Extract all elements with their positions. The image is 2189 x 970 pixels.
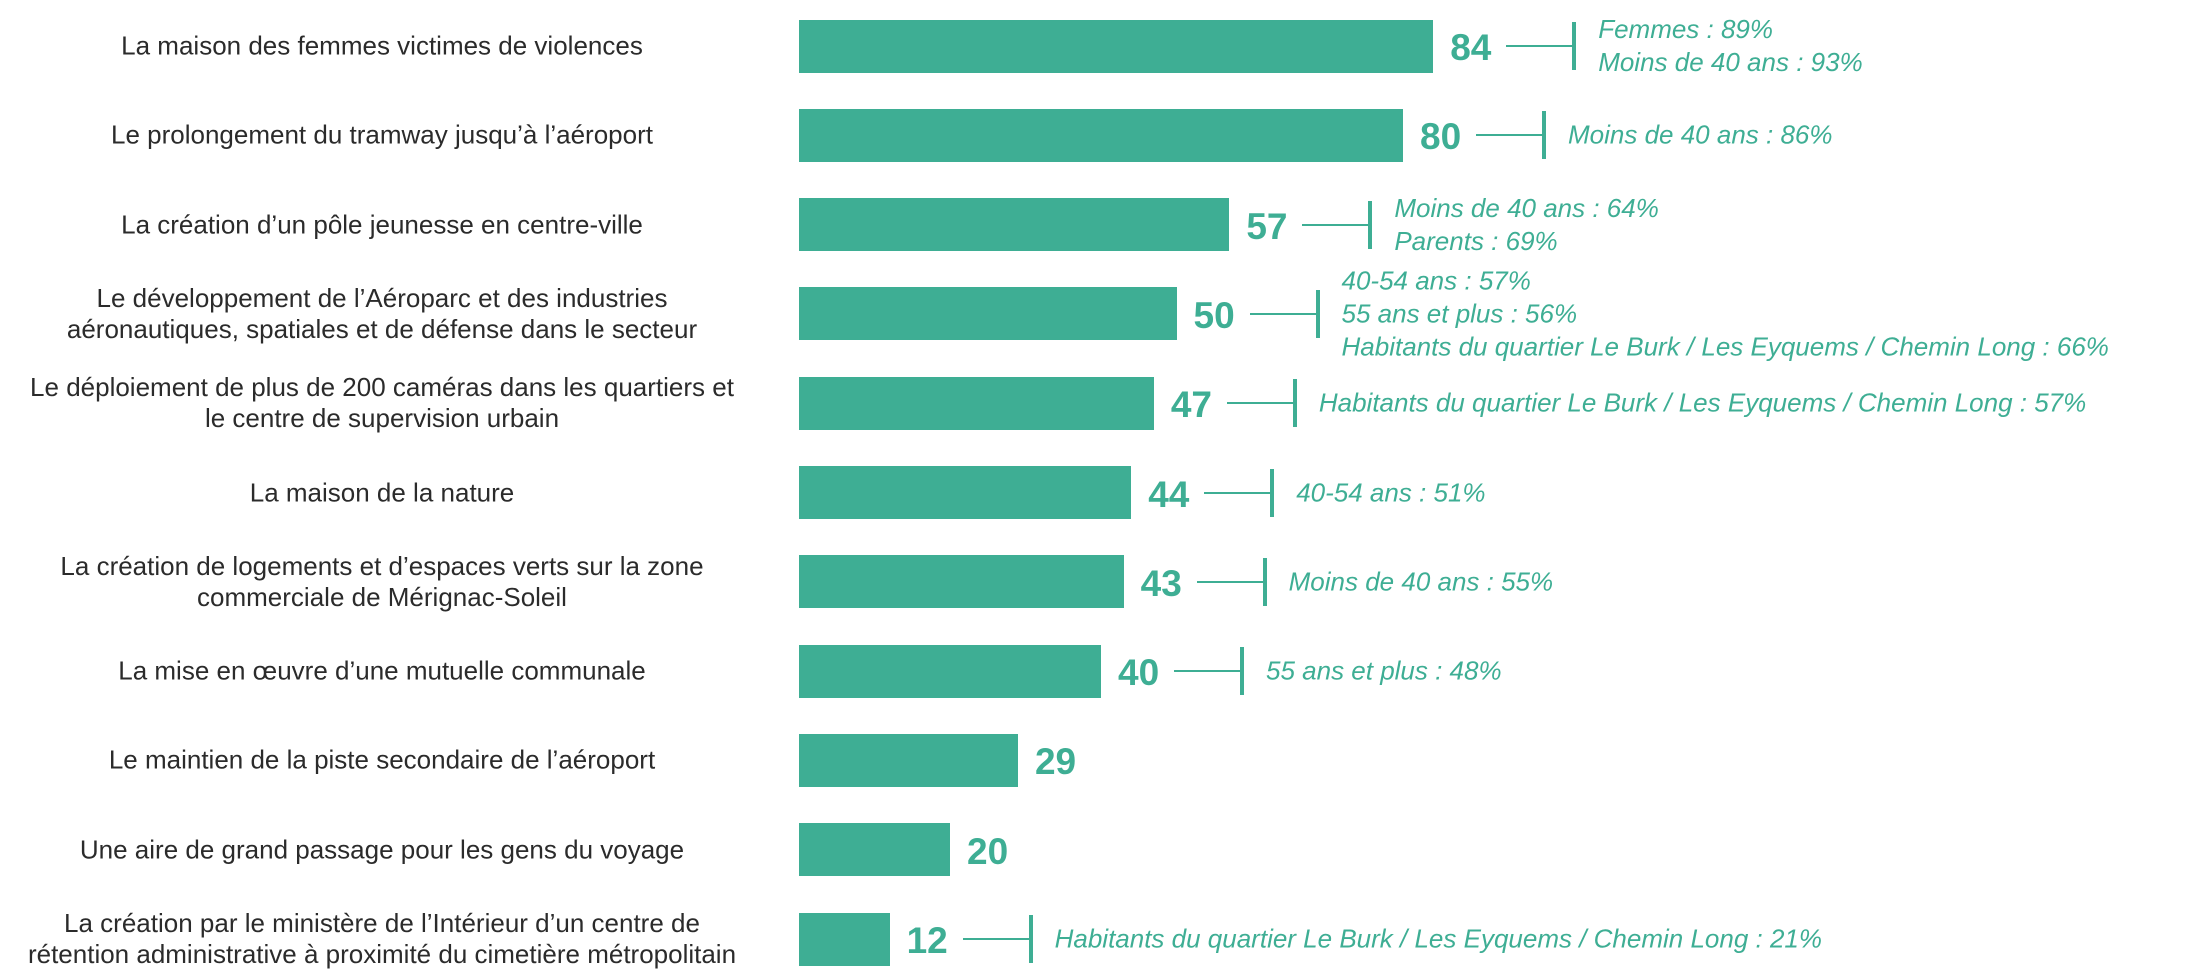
category-label: La maison de la nature [249,477,515,507]
value-label: 44 [1148,473,1190,515]
annotation: Moins de 40 ans : 55% [1289,565,1554,598]
annotation: Femmes : 89% Moins de 40 ans : 93% [1598,13,1863,79]
annotation: Habitants du quartier Le Burk / Les Eyqu… [1319,387,2086,420]
value-label: 12 [906,920,948,961]
category-label: La mise en œuvre d’une mutuelle communal… [118,655,646,686]
bracket-line [1506,45,1575,47]
annotation-line: 55 ans et plus : 56% [1341,298,1578,329]
bar [799,19,1434,73]
bracket-tick [1270,468,1275,517]
bar [799,644,1101,698]
annotation: 40-54 ans : 57% 55 ans et plus : 56% Habit… [1342,264,2109,363]
bracket-tick [1315,289,1320,338]
annotation-line: Moins de 40 ans : 86% [1568,119,1833,150]
annotation-line: Moins de 40 ans : 93% [1598,47,1863,77]
bar [799,376,1154,430]
category-label: Le prolongement du tramway jusqu’à l’aér… [111,119,653,150]
annotation-line: Moins de 40 ans : 55% [1288,566,1554,597]
bar [799,733,1018,787]
bracket-line [962,938,1031,940]
bar [799,912,890,966]
annotation-line: Parents : 69% [1394,225,1558,256]
annotation-line: Habitants du quartier Le Burk / Les Eyqu… [1054,923,1823,954]
bracket-line [1226,402,1295,405]
bracket-line [1196,580,1265,583]
value-label: 43 [1140,562,1182,604]
value-label: 40 [1118,652,1160,694]
value-label: 47 [1170,384,1212,426]
annotation-line: Habitants du quartier Le Burk / Les Eyqu… [1318,387,2087,418]
annotation: Moins de 40 ans : 64% Parents : 69% [1394,192,1659,258]
bracket-tick [1262,557,1267,606]
value-label: 20 [967,830,1009,872]
value-label: 84 [1450,27,1492,68]
category-label: Le développement de l’Aéroparc et des in… [66,282,698,344]
annotation-line: Femmes : 89% [1598,14,1774,44]
category-label: Le maintien de la piste secondaire de l’… [108,744,656,775]
bracket-line [1476,134,1544,137]
annotation-line: Moins de 40 ans : 64% [1394,192,1659,223]
value-label: 57 [1246,205,1288,247]
bar [799,466,1132,519]
annotation: Habitants du quartier Le Burk / Les Eyqu… [1055,923,1822,956]
bracket-line [1302,223,1371,226]
bracket-tick [1240,647,1244,696]
annotation: Moins de 40 ans : 86% [1568,119,1833,152]
bar [799,555,1124,609]
annotation: 40-54 ans : 51% [1296,476,1485,509]
category-label: La création de logements et d’espaces ve… [60,550,704,612]
bracket-line [1249,312,1318,315]
bracket-tick [1572,22,1577,70]
annotation-line: Habitants du quartier Le Burk / Les Eyqu… [1341,331,2109,362]
bracket-line [1174,670,1242,673]
annotation-line: 40-54 ans : 51% [1296,477,1486,507]
category-label: La création par le ministère de l’Intéri… [27,908,737,969]
bracket-tick [1028,915,1033,963]
bar [799,198,1230,252]
category-label: La création d’un pôle jeunesse en centre… [121,209,643,240]
bracket-tick [1368,200,1373,249]
bar [799,287,1177,341]
category-label: La maison des femmes victimes de violenc… [121,30,643,61]
annotation-line: 55 ans et plus : 48% [1266,655,1502,686]
annotation: 55 ans et plus : 48% [1266,655,1502,688]
category-label: Le déploiement de plus de 200 caméras da… [30,372,734,434]
value-label: 29 [1034,741,1077,783]
bar [799,823,950,877]
bracket-line [1204,491,1273,494]
bracket-tick [1292,379,1297,428]
annotation-line: 40-54 ans : 57% [1341,265,1531,296]
category-label: Une aire de grand passage pour les gens … [79,834,685,865]
value-label: 50 [1193,294,1235,336]
bracket-tick [1542,111,1546,160]
bar [799,108,1403,162]
value-label: 80 [1420,116,1462,158]
